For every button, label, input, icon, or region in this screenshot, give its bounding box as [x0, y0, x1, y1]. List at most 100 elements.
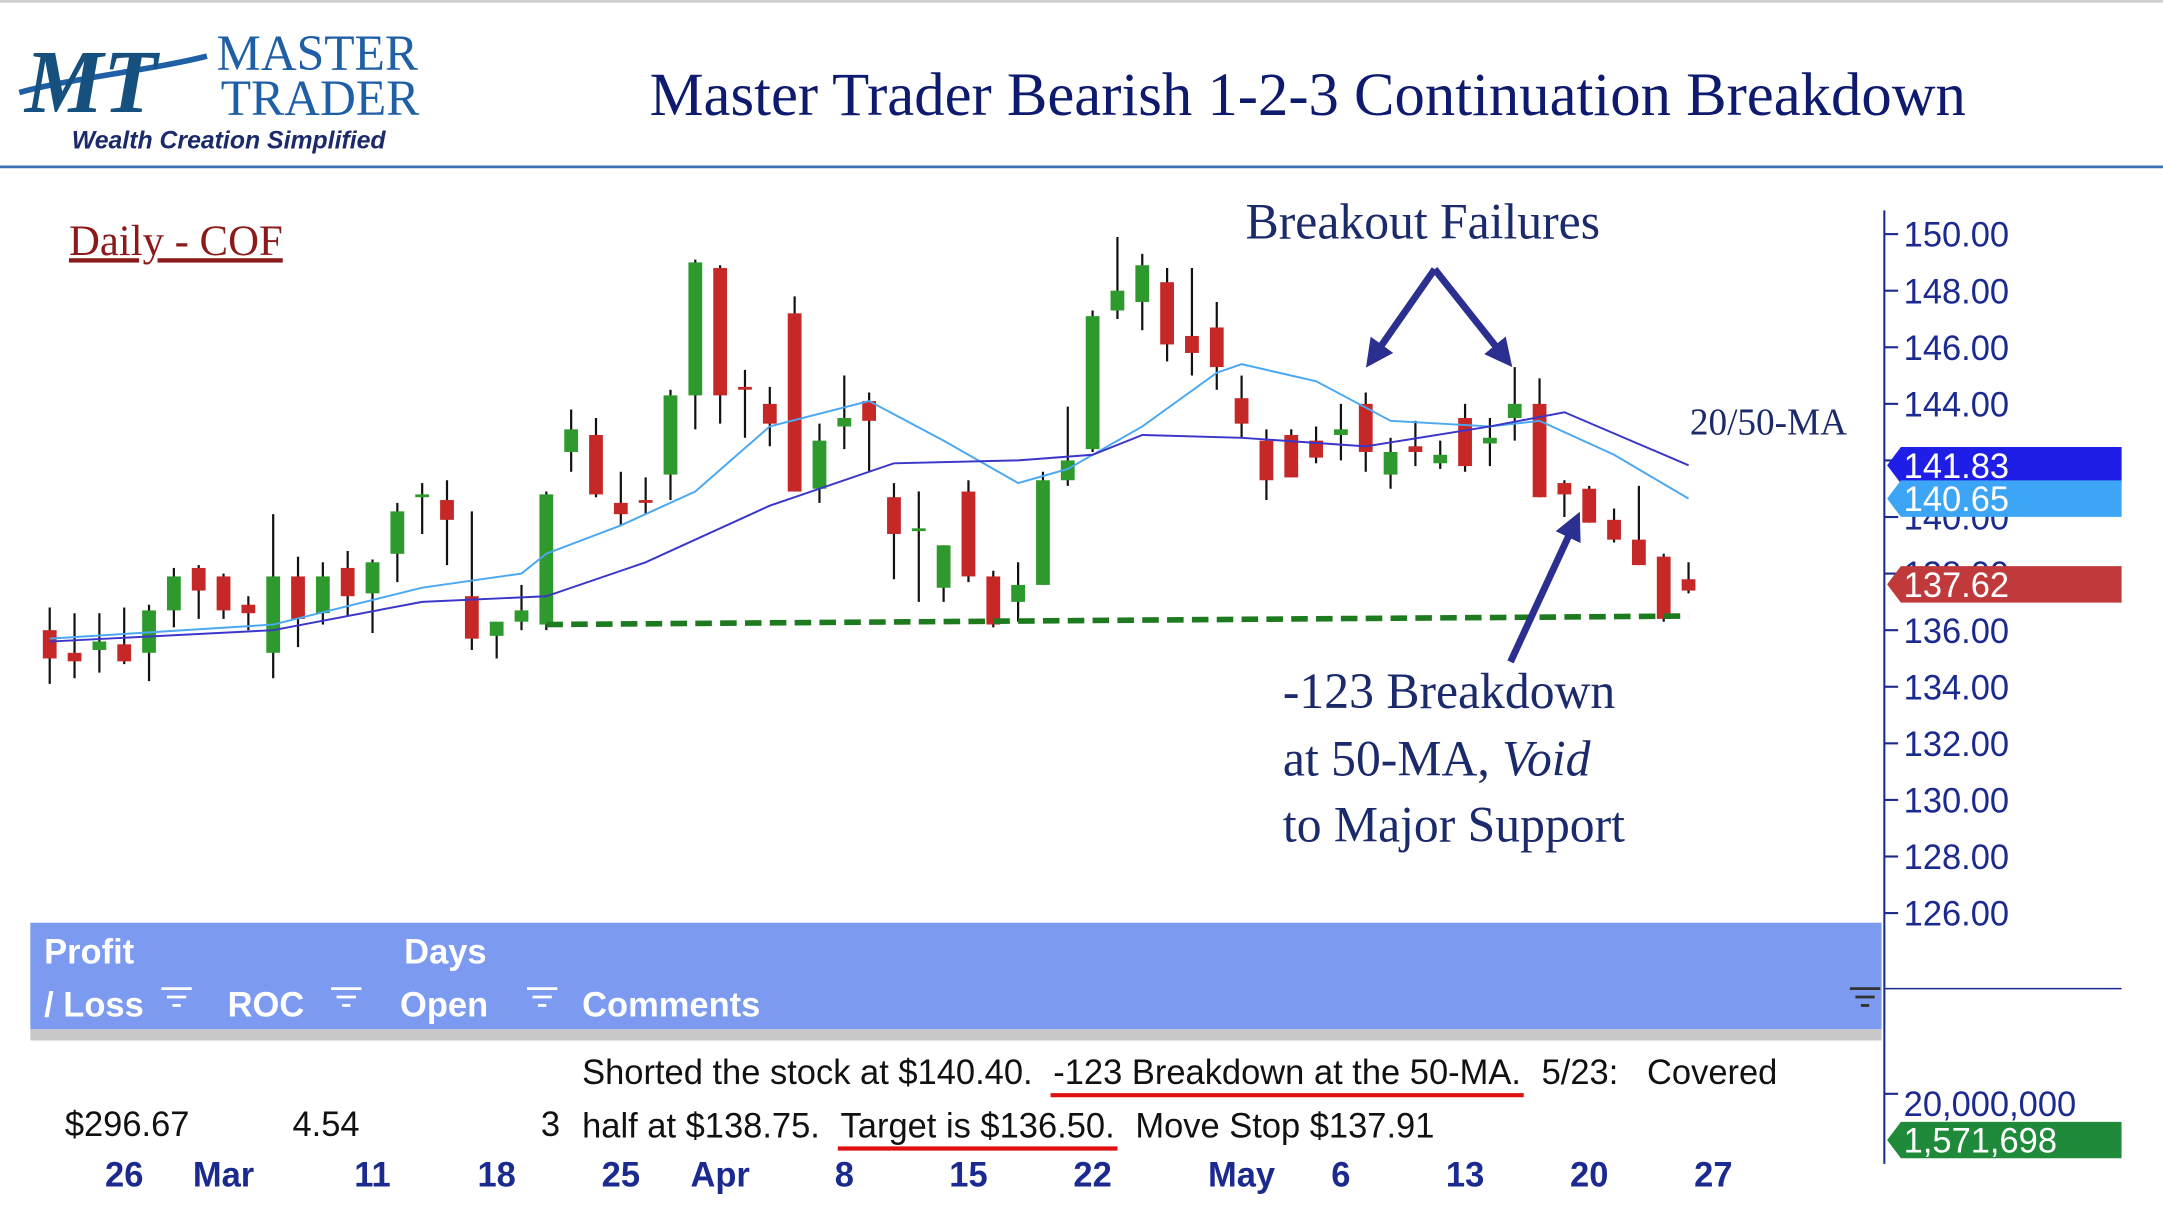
- candle-body: [1532, 403, 1547, 498]
- candle-body: [986, 576, 1001, 625]
- candle-body: [415, 494, 430, 498]
- table-body: [30, 1040, 1882, 1150]
- annotation-part: Void: [1502, 730, 1591, 786]
- y-tick-label: 136.00: [1904, 613, 2009, 651]
- candle-body: [67, 652, 82, 662]
- candle-body: [365, 562, 380, 594]
- candle-body: [911, 528, 926, 532]
- comment-text: half at $138.75.: [582, 1107, 820, 1145]
- x-tick-label: 26: [105, 1156, 143, 1194]
- x-tick-label: 25: [602, 1156, 640, 1194]
- y-tick-label: 144.00: [1904, 386, 2009, 424]
- table-header-label: ROC: [228, 986, 305, 1024]
- candle-body: [464, 596, 479, 639]
- x-tick-label: 6: [1331, 1156, 1350, 1194]
- arrow: [1431, 267, 1513, 368]
- comment-text: Move Stop $137.91: [1135, 1107, 1434, 1145]
- candle-body: [1259, 440, 1274, 481]
- x-tick-label: 11: [354, 1156, 390, 1194]
- table-header-label: Days: [404, 933, 486, 971]
- candle-body: [1135, 265, 1150, 303]
- candle-body: [390, 511, 405, 554]
- candle-body: [489, 621, 504, 636]
- candle-body: [1607, 519, 1621, 540]
- candle-body: [1060, 460, 1075, 481]
- table-cell: 3: [541, 1106, 560, 1144]
- arrow: [1365, 267, 1438, 368]
- candle-body: [1681, 579, 1696, 591]
- logo-top: MASTER: [217, 25, 419, 81]
- price-tag-label: 140.65: [1904, 481, 2009, 519]
- candle-body: [514, 610, 529, 622]
- chart-subtitle: Daily - COF: [69, 218, 283, 265]
- candle-body: [688, 262, 703, 396]
- candle-body: [613, 502, 628, 515]
- candle-body: [1309, 440, 1323, 458]
- candle-body: [787, 313, 802, 492]
- logo-bottom: TRADER: [221, 70, 420, 126]
- candle-body: [340, 567, 355, 597]
- y-tick-label: 132.00: [1904, 726, 2009, 764]
- candle-body: [92, 641, 107, 650]
- candle-body: [862, 401, 877, 421]
- x-tick-label: 15: [949, 1156, 987, 1194]
- candle-body: [117, 644, 132, 662]
- price-tag: [1887, 480, 2122, 517]
- table-header-label: Open: [400, 986, 488, 1024]
- volume-tick-label: 20,000,000: [1904, 1086, 2077, 1124]
- x-tick-label: 8: [835, 1156, 854, 1194]
- annotation: 20/50-MA: [1690, 402, 1847, 443]
- x-tick-label: 20: [1570, 1156, 1608, 1194]
- candle-body: [241, 604, 256, 614]
- x-tick-label: 13: [1446, 1156, 1484, 1194]
- candle-body: [961, 491, 976, 577]
- candle-body: [738, 386, 752, 390]
- moving-average: [49, 363, 1690, 640]
- y-tick-label: 128.00: [1904, 839, 2009, 877]
- candle-body: [266, 576, 281, 653]
- comment-text: -123 Breakdown at the 50-MA.: [1053, 1054, 1521, 1092]
- plot-area: 126.00128.00130.00132.00134.00136.00138.…: [42, 210, 2122, 1164]
- table-divider: [30, 1029, 1882, 1041]
- support-line: [546, 613, 1689, 628]
- candle-body: [191, 567, 206, 591]
- candle-body: [1631, 539, 1646, 566]
- x-tick-label: Mar: [193, 1156, 254, 1194]
- candle-body: [1284, 434, 1299, 478]
- table-cell: $296.67: [65, 1106, 190, 1144]
- candle-body: [1234, 398, 1249, 424]
- volume-tag-label: 1,571,698: [1904, 1122, 2057, 1160]
- y-tick-label: 146.00: [1904, 330, 2009, 368]
- x-tick-label: 27: [1694, 1156, 1732, 1194]
- candle-body: [291, 576, 305, 619]
- x-tick-label: May: [1208, 1156, 1276, 1194]
- candle-body: [1582, 488, 1597, 523]
- candle-body: [166, 576, 181, 611]
- comment-text: Target is $136.50.: [841, 1107, 1115, 1145]
- x-tick-label: Apr: [690, 1156, 749, 1194]
- candle-body: [315, 576, 330, 614]
- x-tick-label: 22: [1073, 1156, 1111, 1194]
- annotation: -123 Breakdown: [1283, 663, 1615, 719]
- y-tick-label: 130.00: [1904, 782, 2009, 820]
- candle-body: [564, 429, 579, 452]
- y-tick-label: 134.00: [1904, 669, 2009, 707]
- candle-body: [216, 576, 231, 611]
- moving-average: [49, 411, 1689, 643]
- candle-body: [1185, 335, 1199, 353]
- candle-body: [887, 497, 901, 534]
- table-cell: 4.54: [292, 1106, 359, 1144]
- candle-body: [812, 440, 827, 489]
- y-tick-label: 126.00: [1904, 895, 2009, 933]
- candle-body: [1557, 483, 1572, 495]
- candle-body: [1383, 451, 1398, 475]
- annotation-part: at 50-MA,: [1283, 730, 1502, 786]
- candle-body: [440, 500, 454, 520]
- price-tag: [1887, 447, 2122, 484]
- candle-body: [713, 268, 728, 396]
- candle-body: [42, 630, 57, 659]
- chart-title: Master Trader Bearish 1-2-3 Continuation…: [650, 61, 1966, 130]
- candle-body: [1334, 429, 1348, 435]
